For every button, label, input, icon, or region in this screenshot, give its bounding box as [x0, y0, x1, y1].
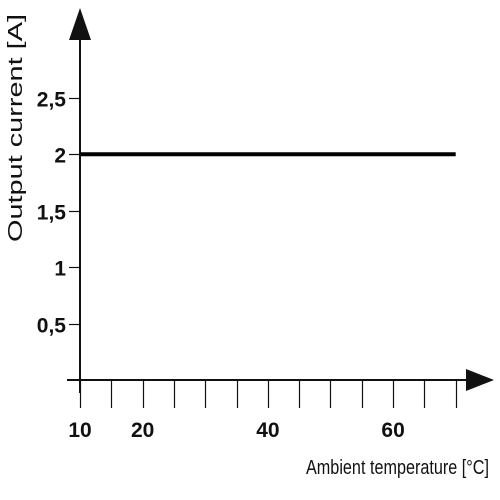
- x-axis-ticks: [79, 380, 458, 408]
- y-axis-ticks: [69, 97, 80, 326]
- y-tick-label-2: 2: [54, 145, 66, 168]
- y-tick-label-0,5: 0,5: [37, 315, 67, 338]
- y-tick-label-2,5: 2,5: [37, 89, 67, 112]
- y-tick-label-1,5: 1,5: [37, 202, 67, 225]
- y-axis-tick-labels: 0,5 1 1,5 2 2,5: [37, 89, 67, 338]
- y-axis-label: Output current [A]: [5, 14, 27, 242]
- x-tick-label-60: 60: [381, 419, 404, 442]
- x-axis-label: Ambient temperature [°C]: [306, 457, 489, 479]
- x-tick-label-20: 20: [131, 419, 154, 442]
- x-tick-label-40: 40: [256, 419, 279, 442]
- y-axis-arrow: [69, 8, 91, 40]
- x-axis-tick-labels: 10 20 40 60: [68, 419, 404, 442]
- y-tick-label-1: 1: [54, 258, 66, 281]
- x-tick-label-10: 10: [68, 419, 91, 442]
- x-axis-arrow: [466, 369, 494, 391]
